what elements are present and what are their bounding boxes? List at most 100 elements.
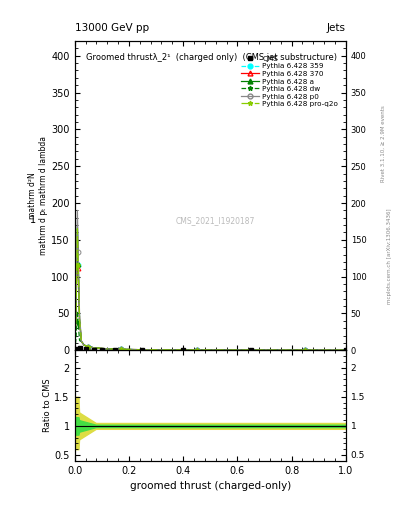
Pythia 6.428 370 — [275, 347, 280, 353]
Pythia 6.428 dw — [222, 347, 226, 353]
Pythia 6.428 pro-q2o — [79, 338, 84, 345]
Pythia 6.428 dw — [132, 347, 137, 353]
Pythia 6.428 p0 — [249, 347, 253, 353]
Pythia 6.428 a — [75, 224, 80, 230]
Pythia 6.428 359 — [222, 347, 226, 353]
Pythia 6.428 a — [86, 344, 90, 350]
Pythia 6.428 370 — [73, 312, 78, 318]
Pythia 6.428 dw — [167, 347, 172, 353]
Y-axis label: Ratio to CMS: Ratio to CMS — [43, 379, 51, 432]
Pythia 6.428 pro-q2o — [249, 347, 253, 353]
Pythia 6.428 dw — [118, 346, 123, 352]
Pythia 6.428 pro-q2o — [73, 311, 78, 317]
Pythia 6.428 pro-q2o — [303, 347, 307, 353]
Pythia 6.428 dw — [79, 338, 84, 345]
Pythia 6.428 p0 — [118, 346, 123, 352]
Pythia 6.428 p0 — [91, 345, 96, 351]
Pythia 6.428 a — [249, 347, 253, 353]
Pythia 6.428 p0 — [167, 347, 172, 353]
Pythia 6.428 p0 — [108, 346, 112, 352]
Pythia 6.428 a — [82, 342, 86, 348]
Pythia 6.428 a — [195, 347, 199, 353]
Line: Pythia 6.428 p0: Pythia 6.428 p0 — [72, 208, 348, 353]
Pythia 6.428 p0 — [77, 312, 82, 318]
Pythia 6.428 370 — [222, 347, 226, 353]
Pythia 6.428 pro-q2o — [330, 347, 334, 353]
Pythia 6.428 p0 — [148, 347, 153, 353]
Pythia 6.428 359 — [343, 347, 348, 353]
Pythia 6.428 p0 — [79, 338, 84, 345]
Pythia 6.428 pro-q2o — [91, 345, 96, 351]
Pythia 6.428 370 — [249, 347, 253, 353]
CMS — [343, 347, 348, 353]
Line: Pythia 6.428 370: Pythia 6.428 370 — [72, 230, 348, 353]
Pythia 6.428 pro-q2o — [275, 347, 280, 353]
Pythia 6.428 pro-q2o — [82, 342, 86, 348]
Pythia 6.428 359 — [167, 347, 172, 353]
Pythia 6.428 370 — [330, 347, 334, 353]
CMS — [249, 347, 253, 353]
Pythia 6.428 p0 — [72, 347, 77, 353]
Y-axis label: mathrm d²N
mathrm d pₜ mathrm d lambda: mathrm d²N mathrm d pₜ mathrm d lambda — [28, 136, 48, 255]
Pythia 6.428 359 — [330, 347, 334, 353]
Pythia 6.428 pro-q2o — [75, 226, 80, 232]
Line: Pythia 6.428 a: Pythia 6.428 a — [72, 224, 348, 353]
Pythia 6.428 dw — [99, 346, 104, 352]
Pythia 6.428 a — [72, 347, 77, 353]
Pythia 6.428 370 — [167, 347, 172, 353]
Pythia 6.428 370 — [77, 318, 82, 324]
Line: Pythia 6.428 dw: Pythia 6.428 dw — [72, 309, 348, 353]
Pythia 6.428 370 — [75, 229, 80, 236]
Pythia 6.428 370 — [195, 347, 199, 353]
Pythia 6.428 370 — [99, 346, 104, 352]
Pythia 6.428 p0 — [75, 207, 80, 214]
Line: CMS: CMS — [74, 346, 348, 353]
Pythia 6.428 dw — [75, 308, 80, 314]
Pythia 6.428 370 — [79, 338, 84, 345]
Pythia 6.428 359 — [132, 347, 137, 353]
Pythia 6.428 dw — [330, 347, 334, 353]
CMS — [83, 346, 88, 352]
Pythia 6.428 pro-q2o — [108, 346, 112, 352]
Pythia 6.428 pro-q2o — [76, 262, 81, 268]
Pythia 6.428 359 — [99, 346, 104, 352]
Pythia 6.428 a — [222, 347, 226, 353]
Pythia 6.428 359 — [72, 347, 77, 353]
Pythia 6.428 dw — [86, 344, 90, 350]
Pythia 6.428 359 — [118, 346, 123, 352]
Pythia 6.428 a — [76, 261, 81, 267]
Pythia 6.428 370 — [82, 342, 86, 348]
Pythia 6.428 370 — [132, 347, 137, 353]
Pythia 6.428 pro-q2o — [343, 347, 348, 353]
Pythia 6.428 pro-q2o — [132, 347, 137, 353]
Pythia 6.428 a — [91, 345, 96, 351]
Pythia 6.428 370 — [148, 347, 153, 353]
Pythia 6.428 a — [79, 338, 84, 345]
Text: Jets: Jets — [327, 23, 346, 33]
Text: mcplots.cern.ch [arXiv:1306.3436]: mcplots.cern.ch [arXiv:1306.3436] — [387, 208, 391, 304]
CMS — [140, 347, 145, 353]
Pythia 6.428 dw — [249, 347, 253, 353]
Pythia 6.428 a — [99, 346, 104, 352]
Pythia 6.428 p0 — [275, 347, 280, 353]
Pythia 6.428 p0 — [303, 347, 307, 353]
Pythia 6.428 pro-q2o — [99, 346, 104, 352]
Pythia 6.428 359 — [82, 342, 86, 348]
Pythia 6.428 pro-q2o — [77, 317, 82, 323]
Pythia 6.428 dw — [72, 347, 77, 353]
Pythia 6.428 a — [167, 347, 172, 353]
Text: CMS_2021_I1920187: CMS_2021_I1920187 — [176, 216, 255, 225]
Pythia 6.428 370 — [343, 347, 348, 353]
Line: Pythia 6.428 359: Pythia 6.428 359 — [72, 226, 348, 353]
Pythia 6.428 a — [330, 347, 334, 353]
CMS — [181, 347, 185, 353]
CMS — [91, 347, 96, 353]
Pythia 6.428 dw — [77, 337, 82, 344]
X-axis label: groomed thrust (charged-only): groomed thrust (charged-only) — [130, 481, 291, 491]
Pythia 6.428 dw — [82, 342, 86, 348]
Pythia 6.428 359 — [303, 347, 307, 353]
Pythia 6.428 p0 — [82, 342, 86, 348]
Pythia 6.428 p0 — [99, 346, 104, 352]
Pythia 6.428 dw — [343, 347, 348, 353]
Pythia 6.428 370 — [76, 265, 81, 271]
